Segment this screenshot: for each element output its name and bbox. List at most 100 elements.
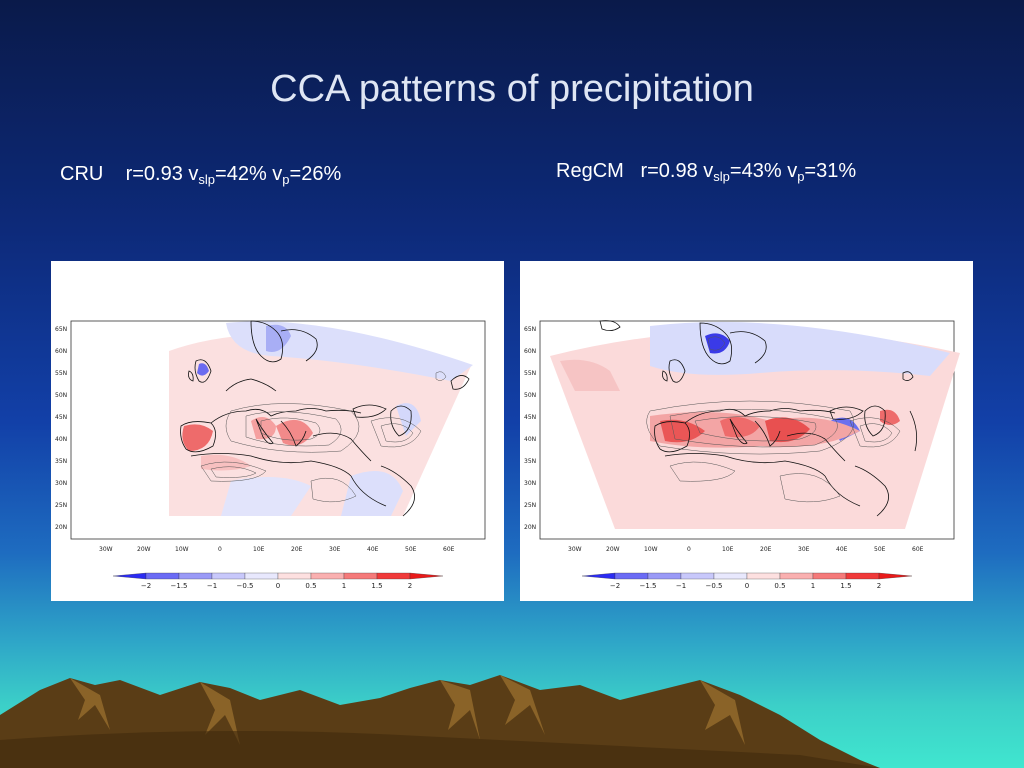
lon-label: 60E — [443, 546, 455, 553]
colorbar-label: 0 — [276, 582, 280, 590]
colorbar-label: −2 — [610, 582, 620, 590]
lon-axis: 30W 20W 10W 0 10E 20E 30E 40E 50E 60E — [568, 546, 924, 553]
map-cru-svg: 65N 60N 55N 50N 45N 40N 35N 30N 25N 20N … — [55, 320, 486, 590]
colorbar-label: 2 — [877, 582, 881, 590]
lat-label: 40N — [524, 436, 536, 443]
lat-label: 45N — [55, 414, 67, 421]
mountain-shadow — [0, 731, 880, 768]
caption-cru-r: r=0.93 v — [125, 163, 199, 185]
colorbar-segment — [310, 572, 345, 580]
lon-label: 10E — [253, 546, 265, 553]
lon-label: 0 — [687, 546, 691, 553]
colorbar-label: 2 — [408, 582, 412, 590]
coastlines — [180, 320, 470, 517]
lon-label: 60E — [912, 546, 924, 553]
colorbar-segment — [845, 572, 880, 580]
colorbar-label: −1.5 — [640, 582, 657, 590]
lon-label: 50E — [405, 546, 417, 553]
contours — [646, 336, 901, 503]
lat-axis: 65N 60N 55N 50N 45N 40N 35N 30N 25N 20N — [55, 326, 67, 531]
lat-label: 45N — [524, 414, 536, 421]
colorbar-segment — [277, 572, 312, 580]
colorbar-segment — [376, 572, 411, 580]
colorbar-label: −1 — [676, 582, 686, 590]
map-panel-cru: 65N 60N 55N 50N 45N 40N 35N 30N 25N 20N … — [51, 261, 504, 601]
colorbar-segment — [680, 572, 715, 580]
lat-label: 55N — [524, 370, 536, 377]
colorbar-segment — [112, 572, 147, 580]
lon-label: 30E — [798, 546, 810, 553]
colorbar-label: 0.5 — [305, 582, 316, 590]
caption-regcm: RegCM r=0.98 vslp=43% vp=31% — [556, 160, 856, 184]
map-regcm-svg: 65N 60N 55N 50N 45N 40N 35N 30N 25N 20N … — [524, 320, 960, 590]
lon-label: 30W — [99, 546, 113, 553]
pos-region-iberia — [182, 424, 213, 451]
neg-region-scandinavia — [266, 324, 291, 352]
lat-label: 25N — [55, 502, 67, 509]
lat-label: 25N — [524, 502, 536, 509]
colorbar: −2 −1.5 −1 −0.5 0 0.5 1 1.5 2 — [581, 572, 913, 590]
colorbar-segment — [746, 572, 781, 580]
colorbar-label: 1 — [811, 582, 815, 590]
lon-label: 30W — [568, 546, 582, 553]
lon-label: 20E — [291, 546, 303, 553]
lat-label: 30N — [524, 480, 536, 487]
colorbar-label: 1 — [342, 582, 346, 590]
caption-regcm-sub-p: p — [797, 169, 805, 184]
colorbar-label: 1.5 — [840, 582, 851, 590]
neg-region-north — [650, 322, 950, 376]
neg-region-sahara — [221, 477, 311, 516]
lat-label: 50N — [524, 392, 536, 399]
lon-label: 10W — [175, 546, 189, 553]
caption-cru-tail: =26% — [289, 163, 342, 185]
colorbar-label: −1 — [207, 582, 217, 590]
lon-label: 10E — [722, 546, 734, 553]
lon-label: 40E — [367, 546, 379, 553]
colorbar-segment — [581, 572, 616, 580]
neg-region-scandinavia — [705, 333, 730, 354]
coastlines — [599, 320, 918, 517]
lon-label: 50E — [874, 546, 886, 553]
lon-label: 20W — [606, 546, 620, 553]
map-panel-regcm: 65N 60N 55N 50N 45N 40N 35N 30N 25N 20N … — [520, 261, 973, 601]
lon-axis: 30W 20W 10W 0 10E 20E 30E 40E 50E 60E — [99, 546, 455, 553]
lon-label: 0 — [218, 546, 222, 553]
caption-cru: CRU r=0.93 vslp=42% vp=26% — [60, 163, 341, 187]
colorbar-segment — [812, 572, 847, 580]
lat-label: 35N — [524, 458, 536, 465]
lat-label: 65N — [55, 326, 67, 333]
lon-label: 40E — [836, 546, 848, 553]
lon-label: 30E — [329, 546, 341, 553]
caption-regcm-name: RegCM — [556, 160, 624, 182]
colorbar-label: −2 — [141, 582, 151, 590]
slide-title: CCA patterns of precipitation — [270, 68, 754, 110]
lon-label: 10W — [644, 546, 658, 553]
caption-regcm-tail: =31% — [804, 160, 857, 182]
lat-label: 50N — [55, 392, 67, 399]
colorbar-segment — [779, 572, 814, 580]
colorbar-label: 0 — [745, 582, 749, 590]
caption-regcm-mid: =43% v — [729, 160, 798, 182]
mountain-landscape — [0, 675, 880, 768]
lon-label: 20W — [137, 546, 151, 553]
caption-cru-sub-slp: slp — [198, 172, 216, 187]
neg-region-caspian — [396, 403, 421, 436]
pos-region-balkans — [765, 417, 810, 443]
colorbar-segment — [409, 572, 444, 580]
caption-cru-mid: =42% v — [215, 163, 283, 185]
caption-regcm-r: r=0.98 v — [640, 160, 714, 182]
lat-axis: 65N 60N 55N 50N 45N 40N 35N 30N 25N 20N — [524, 326, 536, 531]
caption-regcm-sub-slp: slp — [713, 169, 730, 184]
colorbar-label: 0.5 — [774, 582, 785, 590]
neg-region-arabia — [341, 471, 403, 516]
neg-region-uk — [197, 363, 209, 376]
lat-label: 30N — [55, 480, 67, 487]
contours — [200, 371, 447, 503]
lat-label: 60N — [524, 348, 536, 355]
caption-cru-name: CRU — [60, 163, 104, 185]
colorbar-segment — [878, 572, 913, 580]
pos-region-iberia — [660, 419, 705, 443]
colorbar: −2 −1.5 −1 −0.5 0 0.5 1 1.5 2 — [112, 572, 444, 590]
colorbar-label: 1.5 — [371, 582, 382, 590]
lat-label: 55N — [55, 370, 67, 377]
